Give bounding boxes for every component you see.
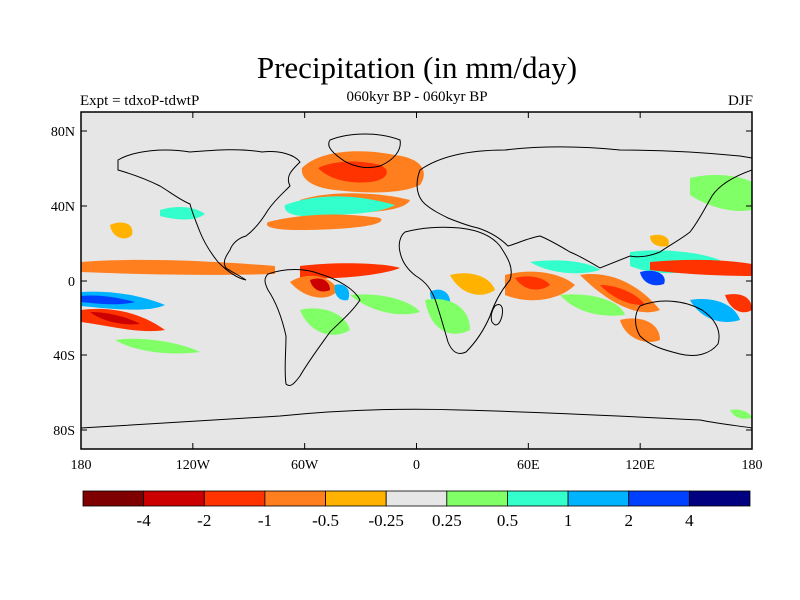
anomaly-pacific-wet-far-south: [115, 338, 200, 354]
anomaly-brazil-wet: [334, 284, 350, 301]
lat-tick-label: 80N: [51, 125, 75, 140]
lon-tick-label: 120W: [176, 458, 211, 473]
lat-tick-label: 40S: [53, 349, 75, 364]
experiment-label: Expt = tdxoP-tdwtP: [80, 93, 200, 109]
colorbar-label: 0.5: [497, 511, 518, 530]
colorbar-swatch: [628, 490, 690, 507]
coastline-australia: [635, 300, 720, 357]
anomaly-north-atlantic-dry-core: [318, 161, 387, 183]
anomaly-maritime-dry-core: [600, 285, 645, 306]
colorbar-label: -1: [258, 511, 272, 530]
colorbar-label: 1: [564, 511, 573, 530]
anomaly-east-asia-wet: [690, 175, 752, 211]
coastline-antarctica: [81, 408, 752, 429]
anomaly-east-asia-dry: [650, 234, 669, 247]
colorbar-label: -0.5: [312, 511, 339, 530]
season-label: DJF: [727, 93, 753, 109]
anomaly-west-pacific-wet-core: [640, 270, 665, 286]
anomaly-south-pacific-dry: [620, 318, 660, 342]
anomaly-west-pacific-south-wet: [690, 299, 740, 322]
anomaly-west-pacific-south-dry: [725, 294, 752, 313]
anomaly-pacific-dry-equator: [81, 259, 275, 275]
lat-tick-label: 40N: [51, 200, 75, 215]
anomaly-amazon-dry-core: [310, 278, 330, 292]
coastline-eurasia: [416, 146, 752, 269]
colorbar-swatch: [82, 490, 145, 507]
colorbar-label: 0.25: [432, 511, 462, 530]
anomaly-indian-wet-south: [560, 294, 625, 316]
coastline-south-america: [264, 269, 361, 387]
colorbar-swatch: [507, 490, 569, 507]
anomaly-africa-dry: [450, 273, 495, 295]
colorbar-swatch: [203, 490, 266, 507]
colorbar-swatch: [325, 490, 387, 507]
colorbar-swatch: [446, 490, 508, 507]
lon-tick-label: 180: [742, 458, 763, 473]
coastlines: [81, 133, 752, 429]
lon-tick-label: 0: [413, 458, 420, 473]
colorbar-swatch: [688, 490, 751, 507]
map-subtitle: 060kyr BP - 060kyr BP: [346, 89, 488, 105]
coastline-north-america: [117, 149, 301, 281]
colorbar-swatch: [143, 490, 205, 507]
coastline-madagascar: [490, 303, 503, 326]
colorbar-label: -0.25: [368, 511, 403, 530]
latitude-axis: 80N 40N 0 40S 80S: [51, 125, 752, 439]
anomaly-south-atlantic-wet: [350, 294, 420, 315]
anomaly-atlantic-dry-lower: [266, 214, 382, 230]
colorbar-swatch: [264, 490, 326, 507]
coastline-africa: [398, 226, 512, 355]
anomaly-africa-wet-outer: [425, 299, 470, 334]
colorbar: -4 -2 -1 -0.5 -0.25 0.25 0.5 1 2 4: [82, 490, 751, 530]
anomaly-tropical-atlantic-dry: [300, 263, 400, 279]
coastline-greenland: [328, 133, 401, 169]
lat-tick-label: 80S: [53, 424, 75, 439]
colorbar-label: 2: [624, 511, 633, 530]
anomaly-indian-wet: [530, 260, 600, 274]
map-title: Precipitation (in mm/day): [256, 50, 578, 85]
lon-tick-label: 120E: [625, 458, 655, 473]
lon-tick-label: 180: [71, 458, 92, 473]
lat-tick-label: 0: [68, 275, 75, 290]
colorbar-swatch: [385, 490, 448, 507]
anomaly-indian-dry-core: [515, 276, 550, 290]
lon-tick-label: 60E: [517, 458, 540, 473]
anomaly-sa-wet: [300, 308, 350, 335]
anomaly-pacific-dry-south-core: [90, 312, 140, 325]
colorbar-label: 4: [685, 511, 694, 530]
anomaly-far-south-wet: [730, 409, 752, 419]
colorbar-swatch: [567, 490, 630, 507]
colorbar-label: -2: [197, 511, 211, 530]
anomaly-atlantic-wet-band: [284, 196, 395, 216]
anomaly-north-pacific-dry: [110, 222, 133, 239]
colorbar-label: -4: [137, 511, 152, 530]
precipitation-anomaly-field: [81, 151, 752, 419]
lon-tick-label: 60W: [291, 458, 319, 473]
anomaly-west-pacific-dry: [650, 259, 752, 276]
longitude-axis: 180 120W 60W 0 60E 120E 180: [71, 112, 763, 473]
anomaly-pacific-wet-core: [81, 295, 135, 305]
